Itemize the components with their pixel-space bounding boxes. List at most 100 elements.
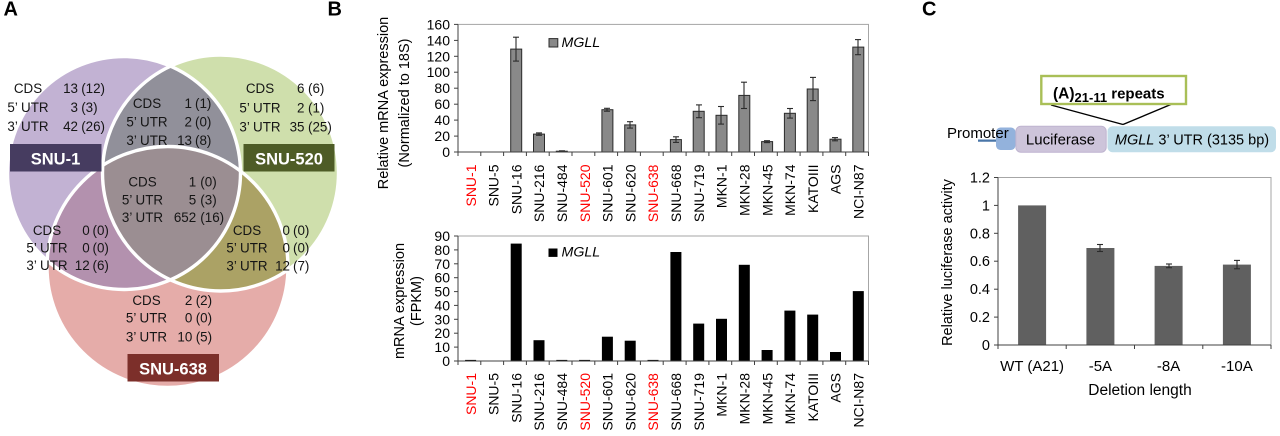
svg-text:SNU-520: SNU-520 — [577, 373, 593, 431]
svg-text:(25): (25) — [308, 120, 332, 135]
svg-text:MGLL: MGLL — [562, 245, 601, 261]
svg-text:SNU-1: SNU-1 — [31, 151, 81, 169]
svg-text:MGLL 3’ UTR (3135 bp): MGLL 3’ UTR (3135 bp) — [1115, 133, 1269, 149]
svg-text:6: 6 — [297, 81, 304, 96]
svg-text:2: 2 — [185, 293, 192, 308]
svg-text:3’ UTR: 3’ UTR — [126, 330, 167, 345]
svg-text:MKN-28: MKN-28 — [737, 373, 753, 425]
svg-text:MKN-74: MKN-74 — [782, 164, 798, 216]
svg-text:30: 30 — [434, 311, 450, 327]
svg-text:SNU-16: SNU-16 — [508, 164, 524, 214]
svg-text:42: 42 — [63, 119, 78, 134]
svg-text:SNU-601: SNU-601 — [600, 164, 616, 222]
svg-text:-5A: -5A — [1089, 358, 1112, 375]
svg-text:(0): (0) — [200, 175, 216, 190]
svg-text:KATOIII: KATOIII — [805, 373, 821, 422]
svg-text:-8A: -8A — [1157, 358, 1180, 375]
svg-text:WT (A21): WT (A21) — [1000, 358, 1064, 375]
svg-text:40: 40 — [434, 112, 450, 128]
svg-text:Promoter: Promoter — [947, 125, 1009, 142]
svg-text:3’ UTR: 3’ UTR — [7, 119, 48, 134]
svg-text:SNU-668: SNU-668 — [668, 373, 684, 431]
svg-text:(FPKM): (FPKM) — [409, 276, 425, 326]
svg-text:0: 0 — [442, 353, 450, 369]
svg-text:80: 80 — [434, 80, 450, 96]
svg-text:CDS: CDS — [246, 81, 274, 96]
svg-text:0.2: 0.2 — [970, 310, 990, 326]
svg-text:160: 160 — [427, 16, 451, 32]
svg-text:MKN-1: MKN-1 — [714, 164, 730, 208]
svg-text:CDS: CDS — [14, 81, 42, 96]
svg-text:0: 0 — [82, 223, 89, 238]
svg-text:13: 13 — [63, 81, 78, 96]
svg-text:80: 80 — [434, 242, 450, 258]
svg-text:0: 0 — [442, 144, 450, 160]
svg-text:60: 60 — [434, 270, 450, 286]
svg-text:Luciferase: Luciferase — [1026, 132, 1095, 149]
svg-text:(1): (1) — [308, 101, 324, 116]
svg-text:120: 120 — [427, 48, 451, 64]
svg-text:10: 10 — [177, 330, 192, 345]
svg-text:100: 100 — [427, 64, 451, 80]
svg-text:1: 1 — [982, 198, 990, 214]
svg-text:(0): (0) — [196, 311, 212, 326]
svg-text:3’ UTR: 3’ UTR — [226, 258, 267, 273]
svg-text:NCI-N87: NCI-N87 — [851, 164, 867, 219]
svg-text:Relative luciferase activity: Relative luciferase activity — [940, 178, 956, 346]
svg-text:-10A: -10A — [1221, 358, 1253, 375]
svg-text:13: 13 — [177, 133, 192, 148]
svg-text:A: A — [4, 0, 18, 21]
svg-text:60: 60 — [434, 96, 450, 112]
svg-text:C: C — [922, 0, 936, 21]
svg-text:5’ UTR: 5’ UTR — [7, 100, 48, 115]
svg-text:SNU-16: SNU-16 — [508, 373, 524, 423]
svg-text:1.2: 1.2 — [970, 171, 990, 187]
svg-text:(2): (2) — [196, 293, 212, 308]
svg-text:(5): (5) — [196, 330, 212, 345]
svg-text:0: 0 — [982, 338, 990, 354]
svg-text:MKN-45: MKN-45 — [759, 164, 775, 216]
svg-text:CDS: CDS — [128, 175, 156, 190]
svg-text:CDS: CDS — [132, 293, 160, 308]
svg-text:(6): (6) — [308, 81, 324, 96]
svg-text:SNU-668: SNU-668 — [668, 164, 684, 222]
svg-text:SNU-638: SNU-638 — [645, 164, 661, 222]
svg-text:SNU-1: SNU-1 — [463, 373, 479, 415]
svg-text:SNU-719: SNU-719 — [691, 373, 707, 431]
svg-text:5’ UTR: 5’ UTR — [126, 311, 167, 326]
svg-text:20: 20 — [434, 325, 450, 341]
svg-text:3’ UTR: 3’ UTR — [122, 210, 163, 225]
svg-text:(16): (16) — [200, 210, 224, 225]
svg-text:SNU-601: SNU-601 — [600, 373, 616, 431]
svg-text:mRNA expression: mRNA expression — [392, 243, 408, 359]
svg-text:3’ UTR: 3’ UTR — [26, 258, 67, 273]
svg-text:50: 50 — [434, 284, 450, 300]
svg-text:652: 652 — [174, 210, 196, 225]
svg-text:0: 0 — [185, 311, 192, 326]
svg-text:2: 2 — [185, 115, 192, 130]
svg-text:12: 12 — [275, 258, 290, 273]
svg-text:SNU-216: SNU-216 — [531, 373, 547, 431]
svg-text:MKN-28: MKN-28 — [737, 164, 753, 216]
svg-text:0.6: 0.6 — [970, 254, 990, 270]
svg-text:SNU-620: SNU-620 — [622, 373, 638, 431]
svg-text:(0): (0) — [93, 240, 109, 255]
svg-text:SNU-638: SNU-638 — [139, 361, 207, 379]
svg-text:3’ UTR: 3’ UTR — [126, 133, 167, 148]
svg-text:SNU-520: SNU-520 — [577, 164, 593, 222]
svg-text:1: 1 — [189, 175, 196, 190]
svg-text:Relative mRNA expression: Relative mRNA expression — [376, 17, 392, 189]
svg-text:MKN-1: MKN-1 — [714, 373, 730, 417]
svg-text:(12): (12) — [81, 81, 105, 96]
svg-text:5: 5 — [189, 192, 196, 207]
svg-text:SNU-484: SNU-484 — [554, 373, 570, 431]
svg-text:0.4: 0.4 — [970, 282, 990, 298]
svg-text:(3): (3) — [200, 192, 216, 207]
svg-text:(8): (8) — [195, 133, 211, 148]
svg-text:NCI-N87: NCI-N87 — [851, 373, 867, 428]
svg-text:5’ UTR: 5’ UTR — [226, 241, 267, 256]
svg-text:(26): (26) — [81, 119, 105, 134]
svg-text:(0): (0) — [195, 115, 211, 130]
svg-text:40: 40 — [434, 297, 450, 313]
svg-text:AGS: AGS — [828, 373, 844, 403]
